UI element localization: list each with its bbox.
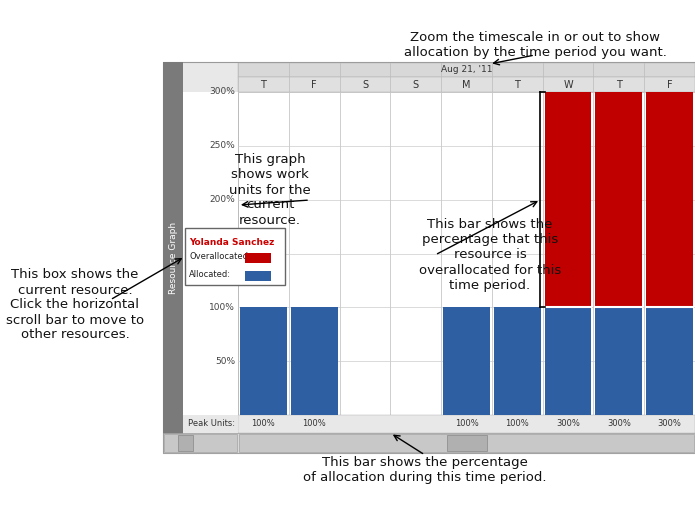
Text: Resource Graph: Resource Graph <box>168 221 177 294</box>
Text: 100%: 100% <box>209 303 235 312</box>
Text: S: S <box>362 80 368 89</box>
Text: F: F <box>667 80 673 89</box>
Text: F: F <box>311 80 317 89</box>
Text: 100%: 100% <box>302 419 326 429</box>
Bar <box>238 77 695 92</box>
Text: 100%: 100% <box>455 419 478 429</box>
Text: T: T <box>514 80 521 89</box>
Text: Peak Units:: Peak Units: <box>188 419 235 429</box>
Text: 300%: 300% <box>556 419 580 429</box>
Bar <box>240 307 287 415</box>
Text: T: T <box>261 80 266 89</box>
Text: 300%: 300% <box>607 419 631 429</box>
Text: 100%: 100% <box>252 419 275 429</box>
Bar <box>245 271 271 281</box>
Bar <box>178 435 193 451</box>
Bar <box>163 62 183 453</box>
Bar <box>163 62 695 453</box>
Text: Zoom the timescale in or out to show
allocation by the time period you want.: Zoom the timescale in or out to show all… <box>404 31 667 59</box>
Bar <box>238 415 695 433</box>
Bar <box>183 92 238 415</box>
Text: M: M <box>462 80 471 89</box>
Text: 100%: 100% <box>505 419 529 429</box>
Text: 300%: 300% <box>657 419 682 429</box>
Text: 300%: 300% <box>209 87 235 97</box>
Bar <box>185 228 285 285</box>
Bar <box>245 253 271 263</box>
Text: Allocated:: Allocated: <box>189 270 231 279</box>
Bar <box>545 307 591 415</box>
Bar <box>164 434 237 452</box>
Text: This bar shows the
percentage that this
resource is
overallocated for this
time : This bar shows the percentage that this … <box>419 219 561 292</box>
Bar <box>646 92 693 307</box>
Bar <box>646 307 693 415</box>
Text: S: S <box>413 80 419 89</box>
Text: Yolanda Sanchez: Yolanda Sanchez <box>189 238 275 247</box>
Text: This bar shows the percentage
of allocation during this time period.: This bar shows the percentage of allocat… <box>303 456 547 484</box>
Bar <box>446 435 486 451</box>
Bar <box>494 307 541 415</box>
Text: This graph
shows work
units for the
current
resource.: This graph shows work units for the curr… <box>229 154 311 226</box>
Bar <box>183 415 238 433</box>
Bar <box>291 307 338 415</box>
Bar <box>443 307 490 415</box>
Bar <box>238 92 695 415</box>
Text: 250%: 250% <box>209 141 235 150</box>
Text: This box shows the
current resource.
Click the horizontal
scroll bar to move to
: This box shows the current resource. Cli… <box>6 268 144 342</box>
Bar <box>545 92 591 307</box>
Text: 150%: 150% <box>209 249 235 258</box>
Bar <box>596 92 642 307</box>
Bar <box>239 434 694 452</box>
Text: 50%: 50% <box>215 357 235 366</box>
Text: Overallocated:: Overallocated: <box>189 252 251 261</box>
Text: 200%: 200% <box>209 195 235 204</box>
Text: W: W <box>563 80 573 89</box>
Text: T: T <box>616 80 622 89</box>
Bar <box>163 433 695 453</box>
Bar <box>238 63 695 77</box>
Text: Aug 21, '11: Aug 21, '11 <box>441 66 492 74</box>
Bar <box>596 307 642 415</box>
